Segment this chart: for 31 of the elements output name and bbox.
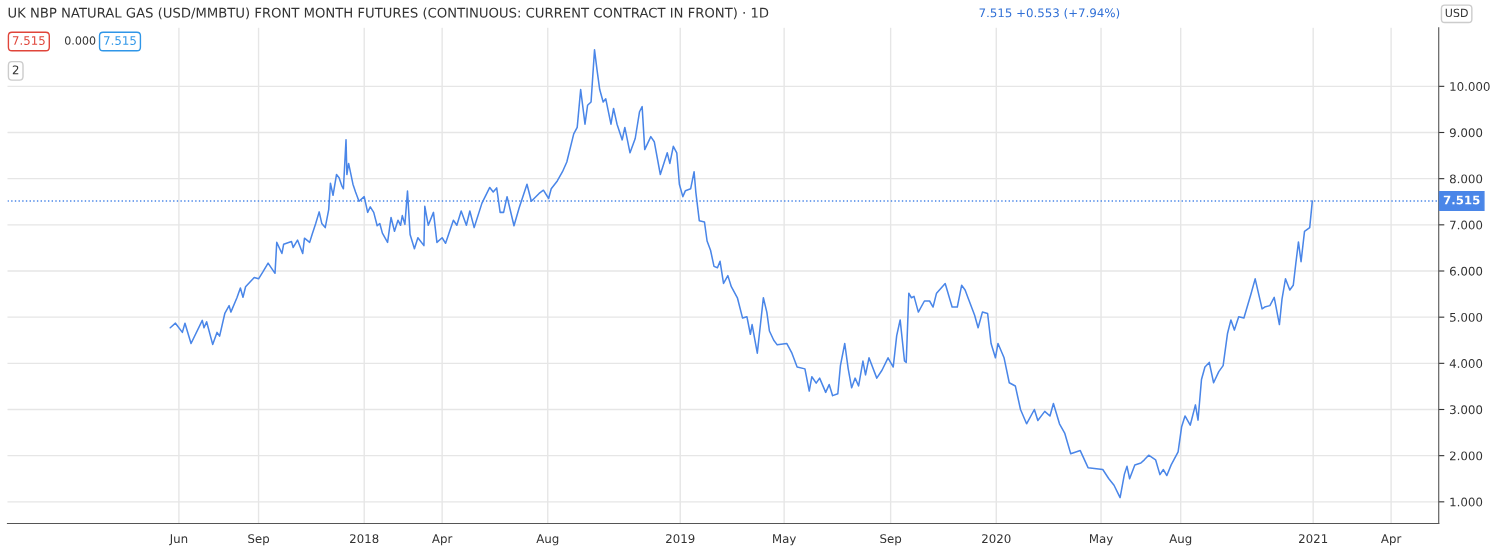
y-tick-label: 3.000 bbox=[1450, 405, 1483, 415]
y-tick-label: 6.000 bbox=[1449, 266, 1483, 276]
x-tick-label: 2021 bbox=[1299, 534, 1328, 544]
annotation: 0.000 bbox=[64, 36, 96, 45]
ref-line-label: 7.515 bbox=[1443, 195, 1480, 205]
y-tick-label: 4.000 bbox=[1449, 359, 1483, 368]
x-tick-label: May bbox=[773, 534, 796, 546]
x-tick-label: May bbox=[1089, 534, 1113, 546]
x-tick-label: 2018 bbox=[350, 534, 379, 544]
text: 7.515 +0.553 (+7.94%) bbox=[979, 8, 1120, 19]
y-tick-label: 5.000 bbox=[1450, 312, 1483, 322]
y-tick-label: 8.000 bbox=[1449, 174, 1483, 184]
annotation: 7.515 bbox=[104, 36, 136, 45]
y-tick-label: 9.000 bbox=[1449, 128, 1483, 138]
y-tick-label: 7.000 bbox=[1450, 220, 1483, 230]
y-tick-label: 1.000 bbox=[1450, 497, 1483, 507]
x-tick-label: Aug bbox=[1169, 534, 1192, 546]
x-tick-label: Apr bbox=[432, 534, 453, 546]
x-tick-label: 2019 bbox=[666, 534, 695, 544]
y-tick-label: 2.000 bbox=[1450, 451, 1483, 461]
x-tick-label: Aug bbox=[536, 534, 559, 546]
annotation: 7.515 bbox=[12, 36, 45, 45]
text: USD bbox=[1445, 8, 1468, 18]
x-tick-label: 2020 bbox=[982, 534, 1011, 544]
chart-title: UK NBP NATURAL GAS (USD/MMBTU) FRONT MONTH FUTURES (CONTINUOUS: CURRENT CONTRACT IN FRONT) · 1D bbox=[8, 7, 769, 20]
x-tick-label: Apr bbox=[1380, 534, 1402, 546]
y-tick-label: 10.000 bbox=[1450, 82, 1490, 91]
annotation: 2 bbox=[12, 65, 19, 75]
x-tick-label: Jun bbox=[169, 534, 188, 546]
x-tick-label: Sep bbox=[248, 534, 270, 546]
x-tick-label: Sep bbox=[880, 534, 902, 546]
